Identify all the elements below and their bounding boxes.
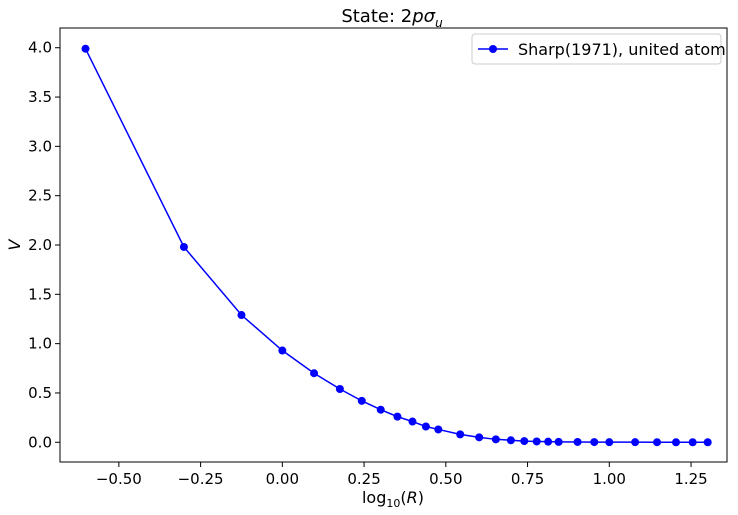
y-tick-label: 2.0 [28, 236, 52, 254]
x-tick-label: 0.25 [347, 470, 380, 488]
y-axis-label: V [5, 238, 24, 250]
data-point [310, 369, 319, 378]
x-tick-label: 0.75 [511, 470, 544, 488]
x-label-var: R [407, 488, 418, 507]
data-point [376, 405, 385, 414]
title-prefix: State: 2 [341, 6, 412, 27]
legend-box [471, 33, 722, 65]
data-point [491, 435, 500, 444]
plot-area [59, 27, 728, 463]
data-point [278, 346, 287, 355]
data-point [475, 433, 484, 442]
x-label-base: log [362, 488, 386, 507]
y-tick-label: 4.0 [28, 39, 52, 57]
chart-title: State: 2pσu [341, 6, 443, 30]
x-tick-label: 1.25 [674, 470, 707, 488]
title-sigma: σ [424, 6, 436, 27]
data-point [408, 417, 417, 426]
title-sub: u [435, 16, 443, 30]
x-label-open: ( [400, 488, 406, 507]
y-tick-label: 1.0 [28, 335, 52, 353]
data-point [573, 437, 582, 446]
data-point [434, 425, 443, 434]
data-point [554, 437, 563, 446]
y-tick-label: 1.5 [28, 285, 52, 303]
y-tick-label: 0.0 [28, 433, 52, 451]
series-line [84, 48, 708, 444]
data-point [605, 438, 614, 447]
y-tick-label: 3.5 [28, 88, 52, 106]
y-tick-label: 2.5 [28, 187, 52, 205]
x-tick-label: 1.00 [593, 470, 626, 488]
plot-frame [59, 27, 728, 463]
data-point [456, 430, 465, 439]
y-axis: 0.0 0.5 1.0 1.5 2.0 2.5 3.0 3.5 4.0 [28, 39, 60, 451]
x-tick-label: −0.50 [96, 470, 142, 488]
title-p: p [411, 6, 423, 27]
series-layer [81, 44, 712, 447]
data-point [421, 422, 430, 431]
legend-marker [489, 45, 497, 53]
x-label-close: ) [418, 488, 424, 507]
data-point [393, 412, 402, 421]
y-tick-label: 0.5 [28, 384, 52, 402]
data-point [544, 437, 553, 446]
data-point [671, 438, 680, 447]
data-point [703, 438, 712, 447]
legend-label: Sharp(1971), united atom [518, 40, 726, 59]
x-tick-label: 0.50 [429, 470, 462, 488]
data-point [653, 438, 662, 447]
data-point [237, 311, 246, 320]
x-axis: −0.50 −0.25 0.00 0.25 0.50 0.75 1.00 1.25 [96, 462, 708, 488]
data-point [335, 385, 344, 394]
data-point [688, 438, 697, 447]
x-label-sub: 10 [386, 497, 400, 510]
x-axis-label: log10(R) [362, 488, 424, 510]
data-point [506, 436, 515, 445]
x-tick-label: −0.25 [178, 470, 224, 488]
legend: Sharp(1971), united atom [471, 33, 726, 65]
data-point [179, 242, 188, 251]
x-tick-label: 0.00 [266, 470, 299, 488]
data-point [631, 438, 640, 447]
data-point [357, 396, 366, 405]
y-tick-label: 3.0 [28, 137, 52, 155]
data-point [81, 44, 90, 53]
data-point [590, 438, 599, 447]
data-point [520, 437, 529, 446]
data-point [532, 437, 541, 446]
